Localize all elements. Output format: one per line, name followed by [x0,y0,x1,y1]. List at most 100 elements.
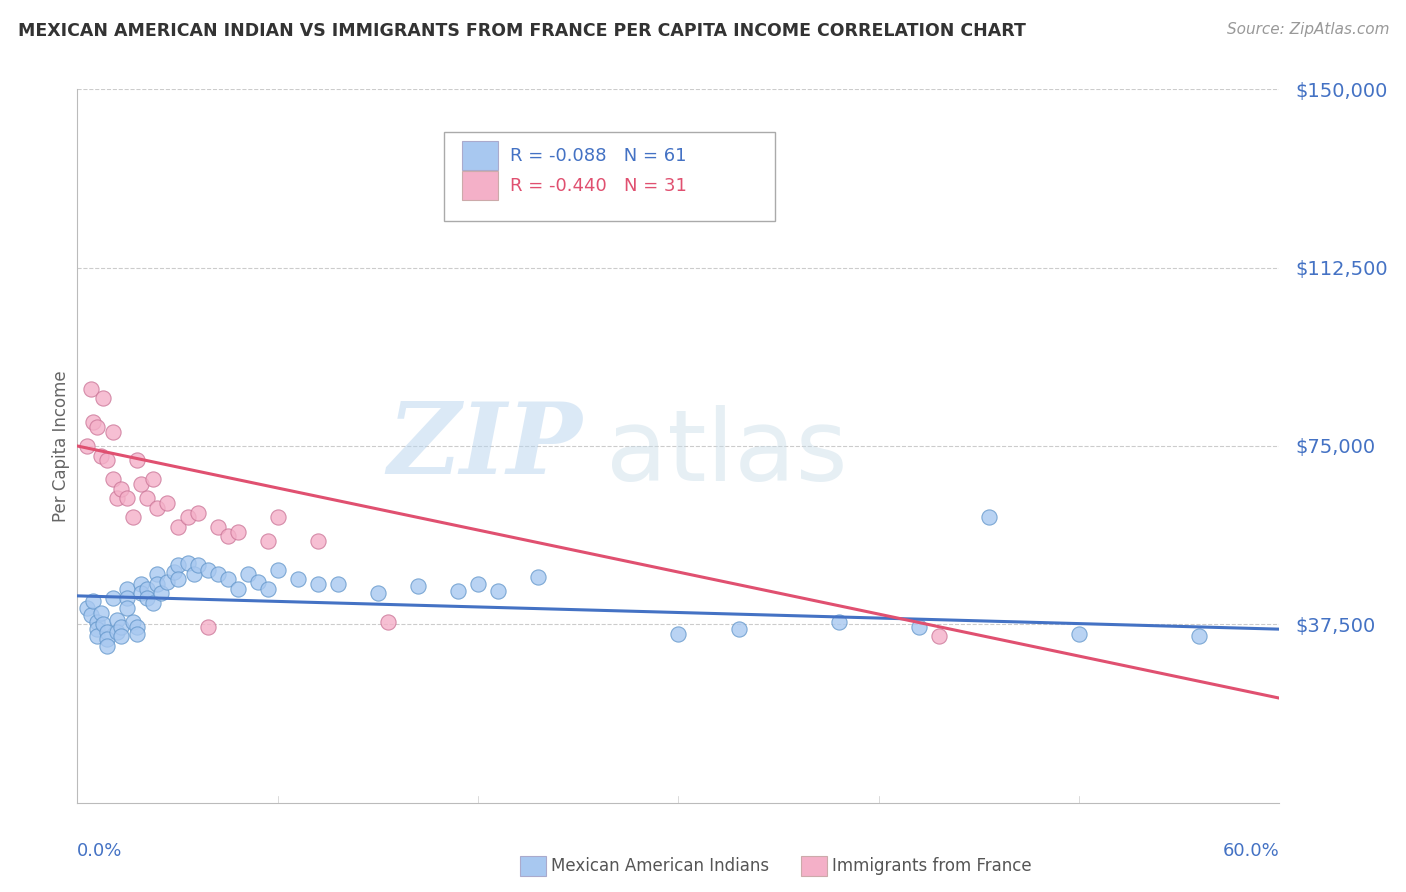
Text: R = -0.440   N = 31: R = -0.440 N = 31 [510,177,688,194]
Point [156,574,179,589]
Point [908,620,931,634]
Point [166,558,188,572]
Point [1188,629,1211,643]
FancyBboxPatch shape [463,171,498,200]
Point [96,453,118,467]
Point [176,556,198,570]
Point [80,382,103,396]
Point [166,572,188,586]
FancyBboxPatch shape [444,132,775,221]
Point [122,510,145,524]
Point [76,600,98,615]
Point [156,496,179,510]
Point [267,563,290,577]
Point [127,627,149,641]
Point [86,629,108,643]
Text: Mexican American Indians: Mexican American Indians [551,857,769,875]
Point [287,572,309,586]
Point [117,600,139,615]
Point [1069,627,1091,641]
Point [377,615,399,629]
Point [142,596,165,610]
Point [668,627,690,641]
Point [142,472,165,486]
Point [256,534,278,549]
Point [107,624,129,639]
Point [131,477,153,491]
Point [93,392,115,406]
Point [96,632,118,646]
Point [103,472,125,486]
Point [307,577,329,591]
Point [127,453,149,467]
Point [267,510,290,524]
Point [86,615,108,629]
Point [256,582,278,596]
Point [127,620,149,634]
Point [486,584,509,599]
Point [186,558,209,572]
Point [82,593,104,607]
Point [226,582,249,596]
Point [307,534,329,549]
Point [122,615,145,629]
Point [727,622,749,636]
Point [527,570,550,584]
Point [367,586,389,600]
Point [82,415,104,429]
Y-axis label: Per Capita Income: Per Capita Income [52,370,70,522]
Point [90,606,112,620]
Point [107,491,129,506]
Point [326,577,349,591]
Point [136,491,159,506]
Point [117,491,139,506]
Point [117,582,139,596]
Point [447,584,470,599]
Point [131,586,153,600]
Point [186,506,209,520]
Point [103,425,125,439]
Point [197,563,219,577]
Text: MEXICAN AMERICAN INDIAN VS IMMIGRANTS FROM FRANCE PER CAPITA INCOME CORRELATION : MEXICAN AMERICAN INDIAN VS IMMIGRANTS FR… [18,22,1026,40]
Text: ZIP: ZIP [387,398,582,494]
Point [117,591,139,606]
FancyBboxPatch shape [463,141,498,169]
Point [96,624,118,639]
Point [110,620,132,634]
Point [107,613,129,627]
Point [86,420,108,434]
Point [828,615,851,629]
Point [226,524,249,539]
Text: 60.0%: 60.0% [1223,842,1279,860]
Text: atlas: atlas [606,405,848,501]
Point [183,567,205,582]
Point [96,639,118,653]
Point [136,591,159,606]
Point [146,567,169,582]
Point [136,582,159,596]
Point [406,579,429,593]
Point [162,565,184,579]
Text: Source: ZipAtlas.com: Source: ZipAtlas.com [1226,22,1389,37]
Point [217,529,239,543]
Point [110,482,132,496]
Point [166,520,188,534]
Point [207,567,229,582]
Point [86,622,108,636]
Point [131,577,153,591]
Point [93,617,115,632]
Point [236,567,259,582]
Point [80,607,103,622]
Point [76,439,98,453]
Point [217,572,239,586]
Point [176,510,198,524]
Text: R = -0.088   N = 61: R = -0.088 N = 61 [510,146,686,164]
Point [207,520,229,534]
Point [110,629,132,643]
Point [977,510,1000,524]
Point [197,620,219,634]
Point [146,577,169,591]
Point [928,629,950,643]
Point [146,500,169,515]
Point [90,449,112,463]
